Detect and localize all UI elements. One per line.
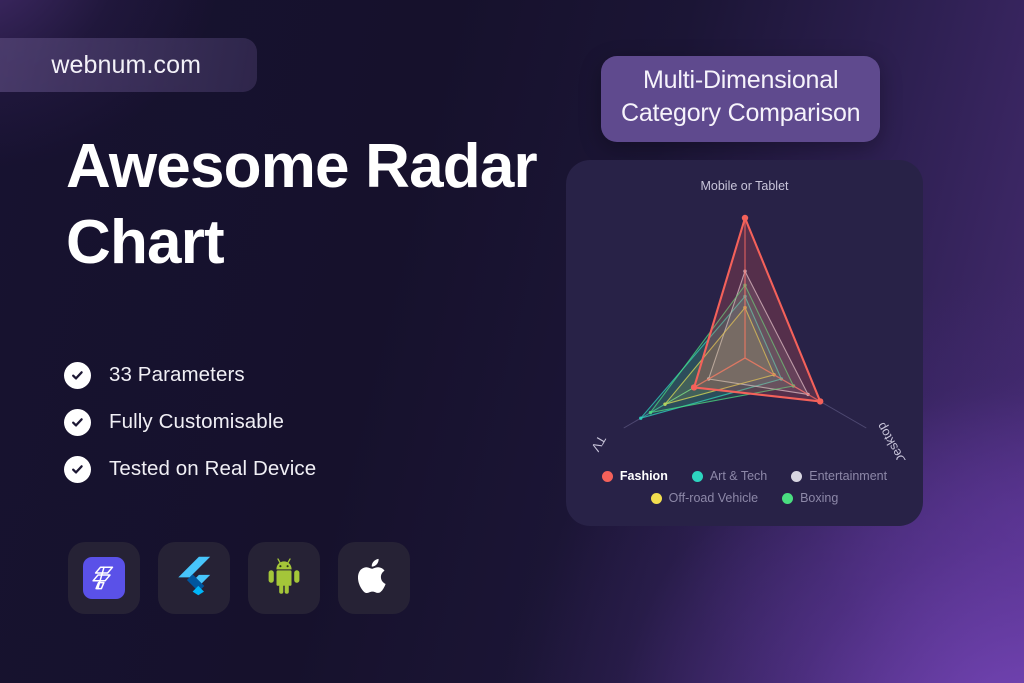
radar-chart-card: Mobile or Tablet Desktop TV Fashion Art &… <box>566 160 923 526</box>
callout-badge: Multi-Dimensional Category Comparison <box>601 56 881 142</box>
chart-axis-label-desktop: Desktop <box>874 420 909 460</box>
legend-item-boxing[interactable]: Boxing <box>782 491 838 505</box>
page-title: Awesome Radar Chart <box>66 132 538 277</box>
list-item: 33 Parameters <box>64 360 316 390</box>
platform-tile-android <box>248 542 320 614</box>
platform-icon-row <box>68 542 410 614</box>
callout-line-2: Category Comparison <box>621 99 861 127</box>
legend-label: Off-road Vehicle <box>668 491 759 505</box>
android-icon <box>266 557 302 600</box>
legend-swatch <box>691 470 703 482</box>
feature-list: 33 Parameters Fully Customisable Tested … <box>64 360 316 501</box>
brand-badge: webnum.com <box>0 38 257 92</box>
legend-item-fashion[interactable]: Fashion <box>601 469 668 483</box>
check-circle-icon <box>64 408 91 436</box>
chart-legend: Fashion Art & Tech Entertainment Off-roa… <box>566 461 923 505</box>
list-item: Fully Customisable <box>64 407 316 437</box>
legend-label: Fashion <box>619 469 668 483</box>
feature-label: Tested on Real Device <box>109 457 317 480</box>
legend-label: Boxing <box>800 491 839 505</box>
legend-row-1: Fashion Art & Tech Entertainment <box>566 469 923 483</box>
chart-axis-label-top: Mobile or Tablet <box>700 179 789 193</box>
legend-swatch <box>791 470 803 482</box>
callout-line-1: Multi-Dimensional <box>643 66 839 94</box>
flutterflow-icon <box>83 557 125 599</box>
legend-item-offroad-vehicle[interactable]: Off-road Vehicle <box>650 491 759 505</box>
check-circle-icon <box>64 455 91 483</box>
legend-item-art-tech[interactable]: Art & Tech <box>691 469 768 483</box>
apple-icon <box>357 556 391 601</box>
legend-swatch <box>650 492 662 504</box>
legend-swatch <box>782 492 794 504</box>
radar-chart-plot: Desktop TV <box>588 214 909 460</box>
list-item: Tested on Real Device <box>64 454 316 484</box>
legend-item-entertainment[interactable]: Entertainment <box>791 469 887 483</box>
legend-swatch <box>601 470 613 482</box>
legend-row-2: Off-road Vehicle Boxing <box>566 491 923 505</box>
check-circle-icon <box>64 361 91 389</box>
feature-label: 33 Parameters <box>109 363 245 386</box>
feature-label: Fully Customisable <box>109 410 284 433</box>
platform-tile-apple <box>338 542 410 614</box>
legend-label: Entertainment <box>809 469 888 483</box>
platform-tile-flutterflow <box>68 542 140 614</box>
legend-label: Art & Tech <box>709 469 768 483</box>
brand-label: webnum.com <box>51 50 201 79</box>
flutter-icon <box>177 556 211 601</box>
chart-axis-label-tv: TV <box>588 433 608 454</box>
platform-tile-flutter <box>158 542 230 614</box>
